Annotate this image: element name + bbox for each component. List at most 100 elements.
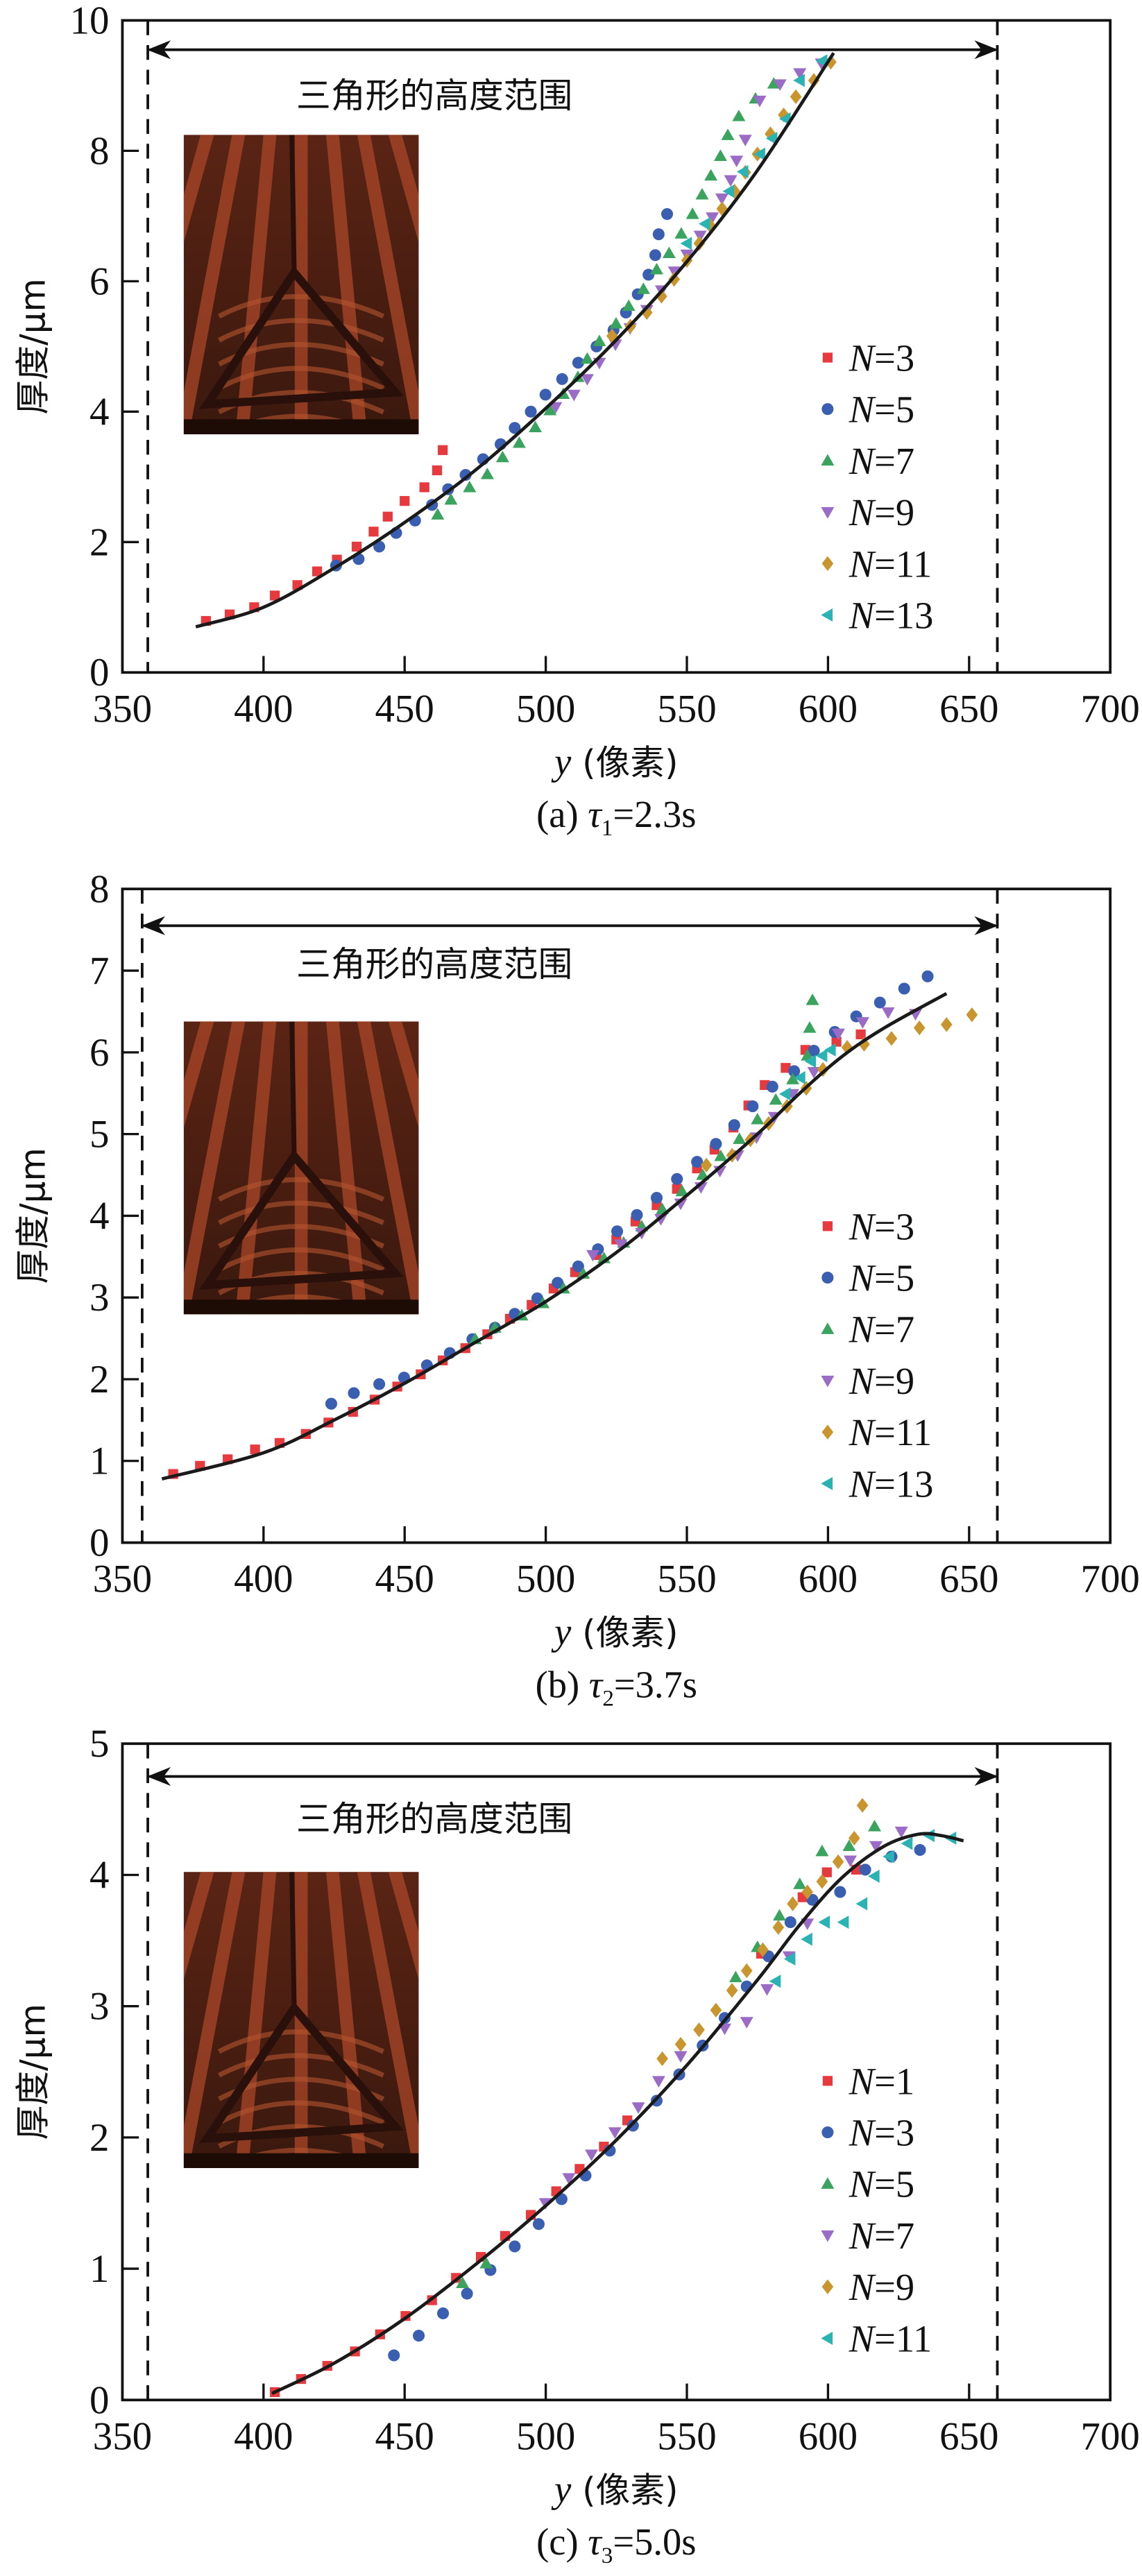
y-axis-label: 厚度/μm [12, 1148, 53, 1283]
x-axis-unit: (像素) [571, 742, 678, 783]
legend-label-variable: N [849, 440, 876, 482]
data-point [388, 2349, 400, 2362]
data-point [803, 1021, 817, 1033]
legend-label-value: =13 [874, 594, 933, 636]
data-point [549, 402, 563, 414]
fringe-band [183, 135, 246, 434]
legend-label: N=7 [849, 2215, 914, 2257]
series-N-9 [656, 1798, 869, 2067]
fringe-band [183, 135, 214, 244]
data-point [432, 465, 443, 476]
legend-label-value: =7 [874, 1308, 914, 1351]
series-N-7 [431, 77, 781, 520]
subplot-caption: (a) τ1=2.3s [536, 793, 696, 841]
x-tick-label: 550 [657, 687, 716, 731]
legend-label: N=3 [849, 2112, 914, 2154]
data-point [631, 1209, 643, 1221]
y-tick-label: 5 [90, 1113, 109, 1157]
x-axis-label: y (像素) [551, 2468, 678, 2510]
data-point [698, 217, 710, 231]
triangle-fringe [217, 318, 385, 343]
x-tick-label: 450 [375, 2414, 434, 2458]
y-tick-label: 1 [90, 1440, 109, 1483]
inset-micrograph [60, 127, 542, 443]
data-point [868, 1819, 882, 1832]
data-point [769, 1093, 783, 1105]
y-tick-label: 6 [90, 259, 109, 303]
data-point [855, 1029, 866, 1040]
data-point [312, 566, 323, 577]
data-point [728, 1119, 740, 1132]
data-point [738, 135, 752, 146]
data-point [680, 237, 692, 250]
legend-label-variable: N [849, 594, 876, 636]
height-range-annotation: 三角形的高度范围 [296, 944, 572, 984]
data-point [728, 1970, 742, 1983]
data-point [842, 1839, 856, 1851]
legend-item: N=5 [821, 2163, 914, 2206]
data-point [778, 1087, 791, 1101]
legend-label-value: =3 [874, 336, 914, 379]
legend-label-variable: N [849, 1360, 876, 1402]
data-point [806, 993, 819, 1005]
x-tick-label: 650 [939, 2414, 998, 2458]
data-point [765, 132, 778, 146]
data-point [572, 357, 584, 369]
x-tick-label: 350 [93, 1558, 152, 1601]
data-point [580, 352, 594, 364]
fringe-band [183, 1872, 214, 1980]
legend-label: N=7 [849, 440, 914, 482]
fringe-band [60, 127, 179, 443]
fringe-band [423, 127, 542, 443]
plot-frame [121, 1742, 1112, 2402]
x-axis-unit: (像素) [571, 2470, 678, 2510]
fringe-band [357, 1872, 419, 2168]
data-point [714, 1149, 728, 1161]
chart-c: 350 400 450 500 550 600 650 700012345三角形的高度范围N=… [12, 1722, 1140, 2568]
legend-label: N=13 [849, 594, 934, 636]
data-point [580, 374, 594, 386]
data-point [444, 493, 458, 505]
data-point [269, 590, 280, 601]
data-point [757, 1942, 769, 1957]
legend-label-value: =3 [874, 2112, 914, 2154]
data-point [808, 1044, 820, 1057]
y-tick-label: 0 [90, 1521, 109, 1565]
data-point [704, 169, 718, 181]
data-point [400, 495, 410, 506]
data-point [593, 334, 606, 346]
x-axis-label: y (像素) [551, 740, 678, 783]
data-point [636, 282, 650, 294]
data-point [784, 1916, 796, 1929]
legend-label: N=9 [849, 1360, 914, 1402]
data-point [815, 1844, 829, 1857]
legend-item: N=7 [821, 2215, 914, 2257]
legend-marker-triangle-down [821, 1375, 835, 1388]
legend-label-variable: N [849, 2317, 876, 2360]
data-point [788, 1065, 801, 1077]
legend-item: N=5 [821, 389, 914, 431]
interference-fringes [60, 127, 542, 443]
x-tick-label: 650 [939, 1558, 998, 1601]
inset-bottom-band [183, 1299, 419, 1315]
fringe-band [235, 1021, 277, 1315]
fringe-band [423, 1863, 542, 2176]
caption-symbol: τ [588, 793, 603, 835]
data-point [914, 1843, 926, 1857]
data-point [479, 2257, 493, 2269]
series-N-13 [680, 54, 828, 250]
data-point [730, 155, 744, 167]
data-point [783, 1952, 796, 1966]
caption-subscript: 2 [602, 1685, 614, 1711]
data-point [437, 2307, 450, 2319]
fringe-band [388, 1021, 419, 1128]
x-axis-unit: (像素) [571, 1613, 678, 1653]
series-N-5 [456, 1819, 882, 2289]
legend-marker-triangle-down [821, 2230, 835, 2242]
data-point [693, 230, 707, 243]
data-point [831, 1028, 845, 1041]
legend-label-value: =7 [874, 2215, 914, 2257]
legend-marker-circle [821, 1272, 834, 1284]
legend-label-value: =11 [874, 2317, 932, 2360]
data-point [901, 1836, 913, 1850]
